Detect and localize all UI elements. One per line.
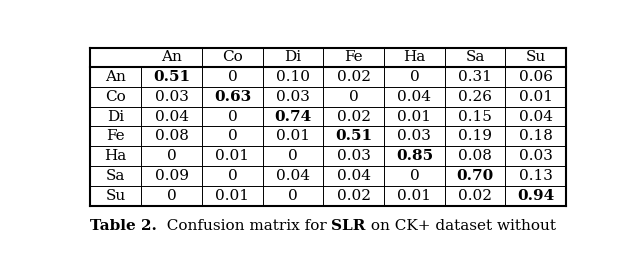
Text: 0.03: 0.03 bbox=[276, 90, 310, 104]
Text: 0.94: 0.94 bbox=[517, 189, 554, 203]
Text: Su: Su bbox=[106, 189, 126, 203]
Text: 0.08: 0.08 bbox=[155, 129, 189, 143]
Text: 0.18: 0.18 bbox=[519, 129, 553, 143]
Text: 0.04: 0.04 bbox=[276, 169, 310, 183]
Text: 0: 0 bbox=[228, 129, 237, 143]
Text: 0.19: 0.19 bbox=[458, 129, 492, 143]
Text: Fe: Fe bbox=[344, 50, 363, 64]
Text: 0: 0 bbox=[288, 189, 298, 203]
Text: 0.31: 0.31 bbox=[458, 70, 492, 84]
Text: Ha: Ha bbox=[104, 149, 127, 163]
Text: 0.03: 0.03 bbox=[519, 149, 553, 163]
Text: An: An bbox=[105, 70, 126, 84]
Text: 0.51: 0.51 bbox=[335, 129, 372, 143]
Text: Sa: Sa bbox=[106, 169, 125, 183]
Text: 0.13: 0.13 bbox=[519, 169, 553, 183]
Text: 0.04: 0.04 bbox=[155, 110, 189, 124]
Text: 0.02: 0.02 bbox=[337, 110, 371, 124]
Text: Table 2.: Table 2. bbox=[90, 219, 157, 233]
Text: 0.04: 0.04 bbox=[397, 90, 431, 104]
Text: 0.03: 0.03 bbox=[337, 149, 371, 163]
Text: 0.63: 0.63 bbox=[214, 90, 251, 104]
Text: 0.85: 0.85 bbox=[396, 149, 433, 163]
Text: 0: 0 bbox=[228, 110, 237, 124]
Text: 0.06: 0.06 bbox=[519, 70, 553, 84]
Text: 0: 0 bbox=[228, 169, 237, 183]
Text: 0: 0 bbox=[167, 189, 177, 203]
Text: Di: Di bbox=[285, 50, 301, 64]
Text: 0.02: 0.02 bbox=[337, 189, 371, 203]
Text: Ha: Ha bbox=[403, 50, 426, 64]
Text: 0.01: 0.01 bbox=[519, 90, 553, 104]
Text: 0.70: 0.70 bbox=[456, 169, 493, 183]
Text: 0.01: 0.01 bbox=[216, 189, 250, 203]
Text: Di: Di bbox=[107, 110, 124, 124]
Text: 0: 0 bbox=[410, 169, 419, 183]
Text: 0.15: 0.15 bbox=[458, 110, 492, 124]
Text: 0: 0 bbox=[410, 70, 419, 84]
Text: SLR: SLR bbox=[332, 219, 366, 233]
Text: 0.02: 0.02 bbox=[337, 70, 371, 84]
Text: 0.01: 0.01 bbox=[397, 189, 431, 203]
Text: 0: 0 bbox=[228, 70, 237, 84]
Text: 0.09: 0.09 bbox=[155, 169, 189, 183]
Text: An: An bbox=[161, 50, 182, 64]
Text: 0.01: 0.01 bbox=[397, 110, 431, 124]
Text: 0: 0 bbox=[288, 149, 298, 163]
Text: 0.01: 0.01 bbox=[216, 149, 250, 163]
Text: Su: Su bbox=[525, 50, 546, 64]
Text: Fe: Fe bbox=[106, 129, 125, 143]
Text: 0.74: 0.74 bbox=[275, 110, 312, 124]
Text: 0: 0 bbox=[349, 90, 358, 104]
Text: 0.01: 0.01 bbox=[276, 129, 310, 143]
Text: Sa: Sa bbox=[465, 50, 484, 64]
Text: 0.04: 0.04 bbox=[519, 110, 553, 124]
Text: 0.03: 0.03 bbox=[155, 90, 189, 104]
Text: 0.02: 0.02 bbox=[458, 189, 492, 203]
Text: 0.10: 0.10 bbox=[276, 70, 310, 84]
Text: Co: Co bbox=[222, 50, 243, 64]
Text: 0.03: 0.03 bbox=[397, 129, 431, 143]
Text: on CK+ dataset without: on CK+ dataset without bbox=[366, 219, 556, 233]
Text: Co: Co bbox=[106, 90, 126, 104]
Text: Confusion matrix for: Confusion matrix for bbox=[157, 219, 332, 233]
Text: 0.08: 0.08 bbox=[458, 149, 492, 163]
Text: 0.51: 0.51 bbox=[153, 70, 190, 84]
Text: 0.04: 0.04 bbox=[337, 169, 371, 183]
Text: 0.26: 0.26 bbox=[458, 90, 492, 104]
Text: 0: 0 bbox=[167, 149, 177, 163]
